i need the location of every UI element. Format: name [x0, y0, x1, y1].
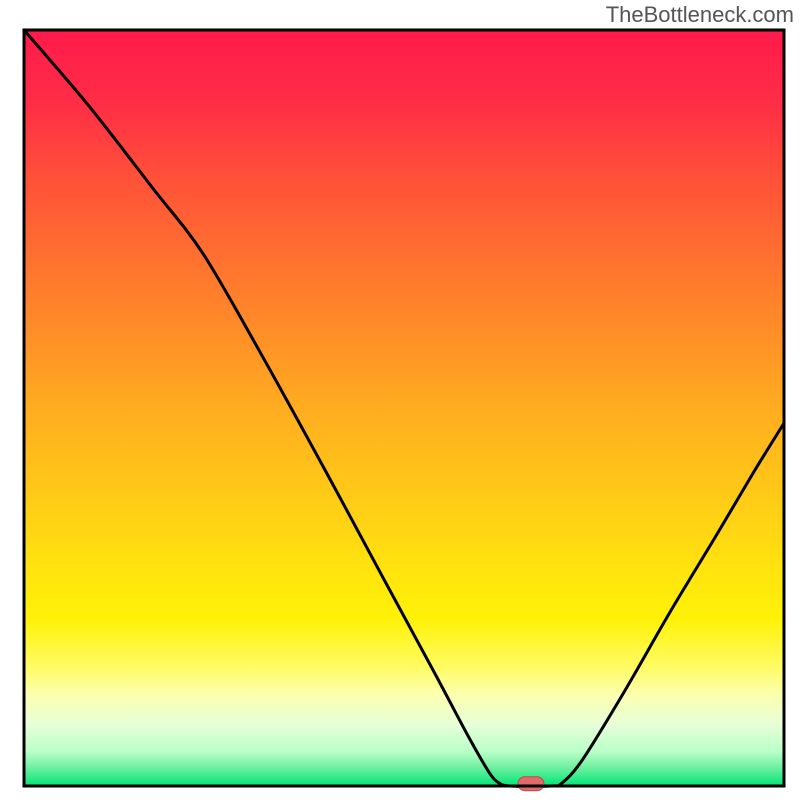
optimum-marker — [518, 777, 544, 791]
chart-container: TheBottleneck.com — [0, 0, 800, 800]
bottleneck-curve-chart — [0, 0, 800, 800]
plot-background — [24, 30, 784, 786]
